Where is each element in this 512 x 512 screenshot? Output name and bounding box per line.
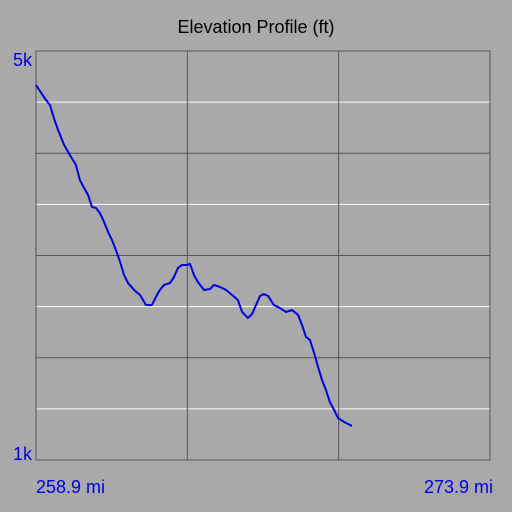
- chart-title: Elevation Profile (ft): [177, 17, 334, 37]
- plot-border: [35, 50, 491, 461]
- y-tick-label: 1k: [13, 444, 33, 464]
- y-tick-label: 5k: [13, 50, 33, 70]
- elevation-line: [35, 84, 353, 427]
- x-tick-label: 273.9 mi: [424, 477, 493, 497]
- x-tick-label: 258.9 mi: [36, 477, 105, 497]
